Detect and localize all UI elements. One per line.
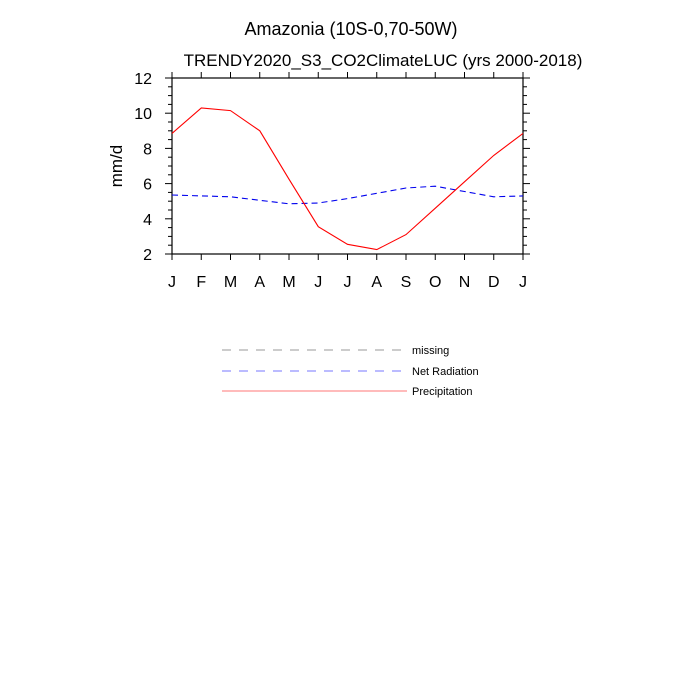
plot-frame <box>171 77 524 255</box>
x-tick-label: F <box>196 274 206 291</box>
x-tick-label: S <box>401 274 412 291</box>
x-tick-label: J <box>344 274 352 291</box>
y-tick-label: 4 <box>143 212 152 229</box>
y-tick-label: 8 <box>143 141 152 158</box>
x-tick-label: J <box>168 274 176 291</box>
y-axis-label: mm/d <box>107 145 126 188</box>
series-line-precipitation <box>171 107 524 251</box>
x-tick-label: N <box>459 274 471 291</box>
y-tick-label: 6 <box>143 177 152 194</box>
y-tick-label: 10 <box>134 106 152 123</box>
series-line-net-radiation <box>171 185 524 205</box>
legend-label: missing <box>412 345 449 357</box>
x-tick-label: M <box>282 274 295 291</box>
x-tick-label: M <box>224 274 237 291</box>
y-tick-label: 2 <box>143 247 152 264</box>
x-tick-label: D <box>488 274 500 291</box>
legend-label: Net Radiation <box>412 366 479 378</box>
chart-subtitle: TRENDY2020_S3_CO2ClimateLUC (yrs 2000-20… <box>184 51 583 70</box>
x-tick-label: A <box>371 274 382 291</box>
x-tick-label: A <box>254 274 265 291</box>
x-tick-label: O <box>429 274 441 291</box>
legend-label: Precipitation <box>412 386 473 398</box>
y-tick-label: 12 <box>134 71 152 88</box>
chart-title: Amazonia (10S-0,70-50W) <box>244 19 457 39</box>
x-tick-label: J <box>519 274 527 291</box>
legend: missing Net Radiation Precipitation <box>222 345 479 398</box>
x-tick-label: J <box>314 274 322 291</box>
